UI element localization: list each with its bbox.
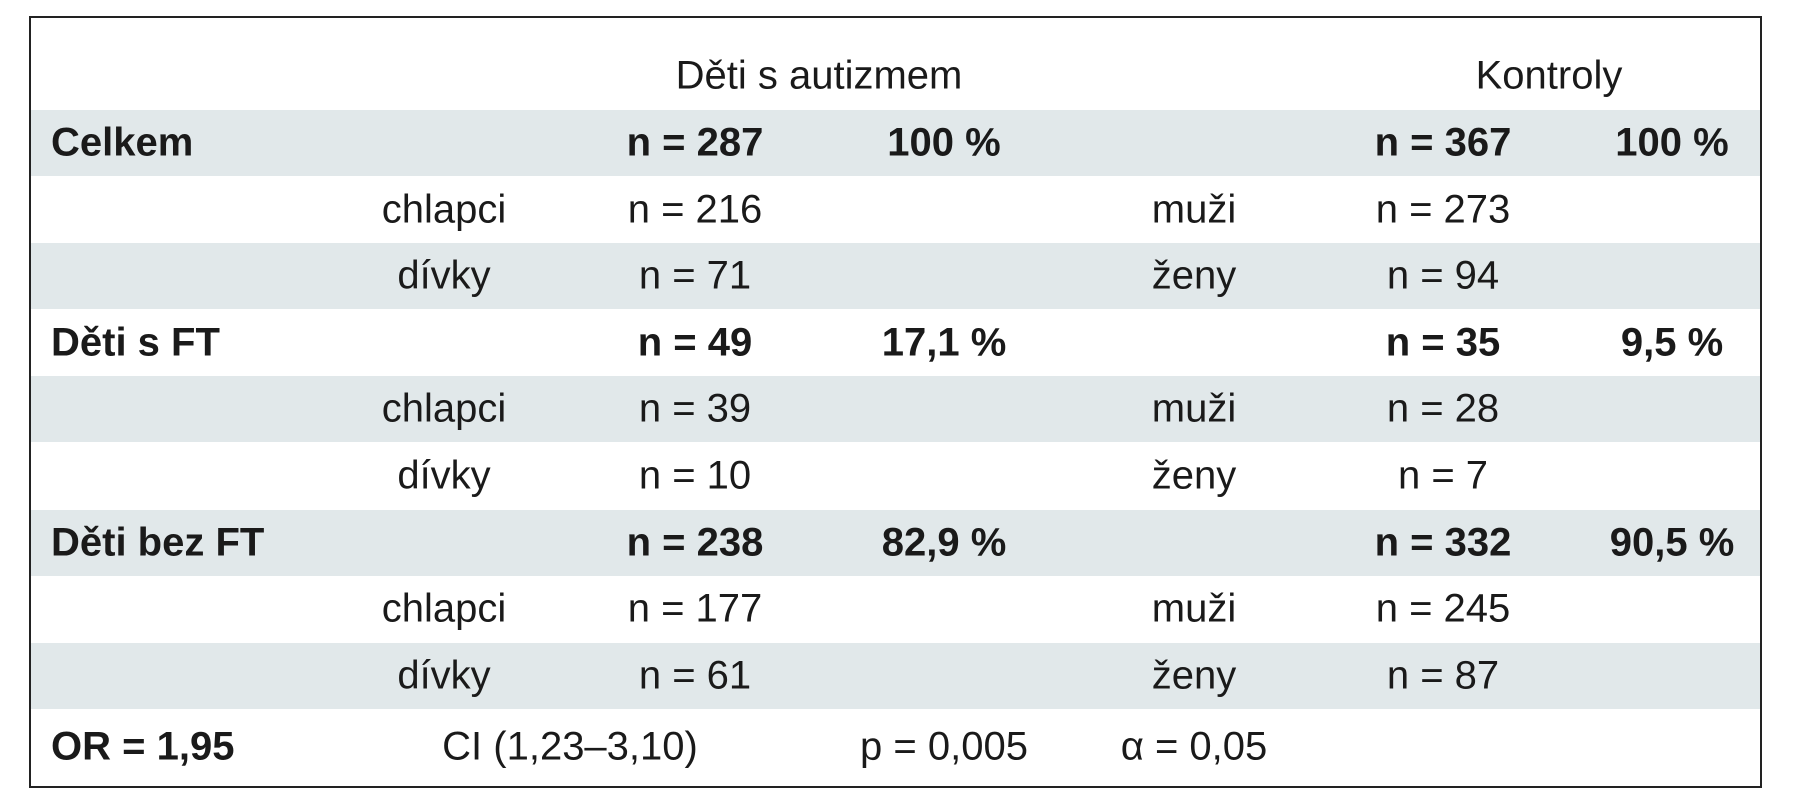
table-cell: n = 367	[1374, 120, 1512, 165]
table-cell: n = 216	[627, 187, 763, 232]
table-cell: muži	[1151, 586, 1237, 631]
column-header: Děti s autizmem	[675, 53, 963, 98]
table-cell: 9,5 %	[1620, 320, 1724, 365]
table-cell: n = 287	[626, 120, 764, 165]
table-cell: ženy	[1151, 253, 1237, 298]
table-cell: n = 87	[1386, 653, 1500, 698]
table-cell: n = 28	[1386, 386, 1500, 431]
footer-stat: CI (1,23–3,10)	[442, 724, 698, 769]
table-cell: dívky	[397, 653, 491, 698]
table-cell: ženy	[1151, 653, 1237, 698]
table-cell: 82,9 %	[881, 520, 1007, 565]
table-cell: 100 %	[887, 120, 1001, 165]
table-cell: n = 332	[1374, 520, 1512, 565]
table-cell: n = 39	[638, 386, 752, 431]
row-shade	[31, 243, 1760, 310]
table-cell: muži	[1151, 187, 1237, 232]
row-shade	[31, 376, 1760, 443]
table-cell: n = 7	[1397, 453, 1489, 498]
row-shade	[31, 509, 1760, 576]
footer-stat: p = 0,005	[860, 724, 1028, 769]
table-cell: dívky	[397, 253, 491, 298]
table-cell: ženy	[1151, 453, 1237, 498]
table-cell: muži	[1151, 386, 1237, 431]
footer-stat: OR = 1,95	[51, 724, 235, 769]
table-cell: Děti s FT	[51, 320, 220, 365]
column-header: Kontroly	[1475, 53, 1623, 98]
table-cell: dívky	[397, 453, 491, 498]
table-cell: n = 177	[627, 586, 763, 631]
table-cell: n = 35	[1385, 320, 1501, 365]
table-cell: n = 94	[1386, 253, 1500, 298]
table-cell: 90,5 %	[1609, 520, 1735, 565]
table-cell: n = 49	[637, 320, 753, 365]
table-cell: chlapci	[381, 386, 507, 431]
table-cell: n = 61	[638, 653, 752, 698]
table-cell: n = 238	[626, 520, 764, 565]
table-cell: chlapci	[381, 586, 507, 631]
footer-stat: α = 0,05	[1120, 724, 1268, 769]
table-cell: chlapci	[381, 187, 507, 232]
table-cell: n = 71	[638, 253, 752, 298]
row-shade	[31, 110, 1760, 176]
data-table: Děti s autizmem Kontroly Celkem n = 287 100 …	[29, 16, 1762, 788]
table-cell: n = 10	[638, 453, 752, 498]
table-cell: 17,1 %	[881, 320, 1007, 365]
table-cell: Děti bez FT	[51, 520, 265, 565]
table-cell: n = 245	[1375, 586, 1511, 631]
table-cell: Celkem	[51, 120, 194, 165]
row-shade	[31, 642, 1760, 709]
table-cell: 100 %	[1615, 120, 1729, 165]
table-cell: n = 273	[1375, 187, 1511, 232]
